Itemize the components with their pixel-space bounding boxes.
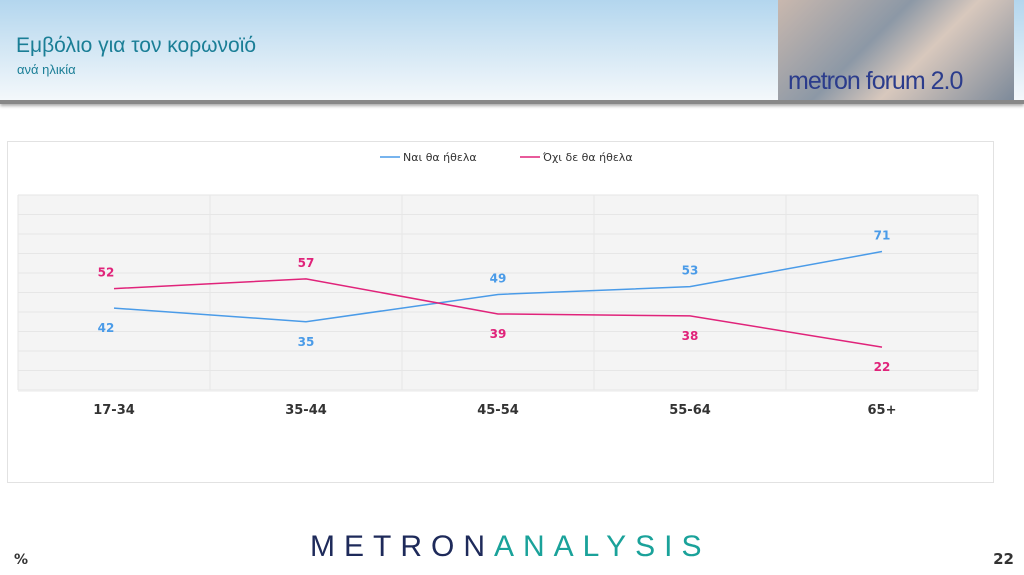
data-label: 35 <box>298 335 315 349</box>
x-tick-label: 45-54 <box>477 403 519 418</box>
x-tick-label: 55-64 <box>669 403 711 418</box>
data-label: 39 <box>490 327 507 341</box>
series-line <box>113 250 883 323</box>
x-tick-label: 65+ <box>868 403 897 418</box>
data-label: 38 <box>682 329 699 343</box>
data-label: 57 <box>298 256 315 270</box>
logo-text: metron forum 2.0 <box>788 67 963 95</box>
data-label: 49 <box>490 271 507 285</box>
data-label: 71 <box>874 229 891 243</box>
header: Εμβόλιο για τον κορωνοϊό ανά ηλικία metr… <box>0 0 1024 104</box>
page-title: Εμβόλιο για τον κορωνοϊό <box>16 34 257 57</box>
metron-forum-logo: metron forum 2.0 <box>778 0 1014 100</box>
plot-area <box>18 195 978 392</box>
chart-container <box>7 141 994 483</box>
legend-label: Όχι δε θα ήθελα <box>542 151 633 164</box>
x-tick-label: 35-44 <box>285 403 327 418</box>
unit-label: % <box>14 552 29 568</box>
data-label: 42 <box>98 321 115 335</box>
series-line <box>113 278 883 348</box>
page-number: 22 <box>993 550 1014 568</box>
data-label: 22 <box>874 360 891 374</box>
data-label: 52 <box>98 266 115 280</box>
data-label: 53 <box>682 264 699 278</box>
x-tick-label: 17-34 <box>93 403 135 418</box>
metron-analysis-logo: METRONANALYSIS <box>310 530 711 563</box>
legend-label: Ναι θα ήθελα <box>403 151 477 164</box>
page-subtitle: ανά ηλικία <box>17 62 76 77</box>
